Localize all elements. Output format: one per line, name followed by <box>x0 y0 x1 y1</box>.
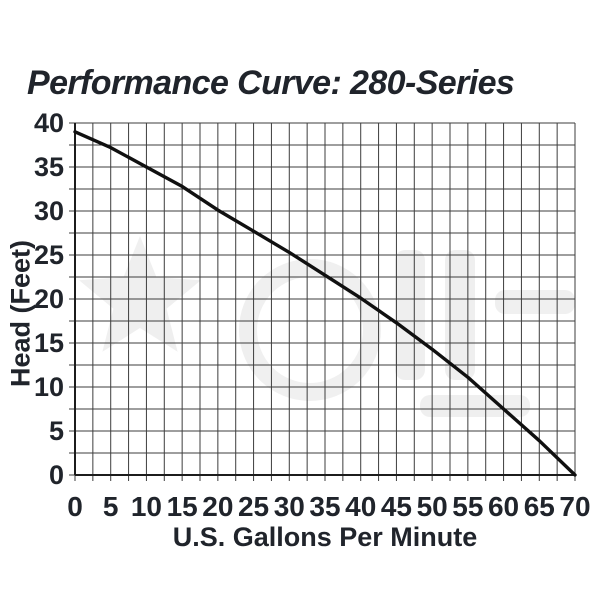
x-tick-label: 10 <box>131 491 162 522</box>
watermark-ring <box>239 259 381 401</box>
y-tick-label: 15 <box>34 328 64 358</box>
watermark-shape <box>395 250 425 380</box>
watermark <box>79 236 575 417</box>
y-tick-label: 0 <box>49 460 64 490</box>
x-tick-label: 20 <box>202 491 233 522</box>
performance-curve-line <box>73 130 577 477</box>
x-tick-label: 5 <box>103 491 119 522</box>
chart-title: Performance Curve: 280-Series <box>27 64 515 102</box>
y-tick-label: 20 <box>34 284 64 314</box>
x-tick-label: 70 <box>559 491 590 522</box>
y-tick-label: 25 <box>34 240 64 270</box>
x-tick-label: 45 <box>381 491 412 522</box>
y-tick-label: 10 <box>34 372 64 402</box>
x-tick-label: 35 <box>309 491 340 522</box>
watermark-shape <box>420 395 530 417</box>
x-tick-label: 60 <box>488 491 519 522</box>
y-tick-label: 5 <box>49 416 64 446</box>
y-tick-label: 35 <box>34 152 64 182</box>
y-tick-label: 40 <box>34 108 64 138</box>
x-tick-label: 50 <box>417 491 448 522</box>
y-axis-label: Head (Feet) <box>5 239 36 388</box>
x-tick-label: 55 <box>452 491 483 522</box>
x-tick-label: 65 <box>524 491 555 522</box>
x-tick-label: 15 <box>167 491 198 522</box>
y-tick-label: 30 <box>34 196 64 226</box>
x-axis-label: U.S. Gallons Per Minute <box>172 522 478 552</box>
x-tick-label: 30 <box>274 491 305 522</box>
x-tick-label: 25 <box>238 491 269 522</box>
watermark-star-icon <box>79 236 201 352</box>
x-tick-label: 40 <box>345 491 376 522</box>
watermark-shape <box>495 290 575 314</box>
x-tick-label: 0 <box>67 491 83 522</box>
